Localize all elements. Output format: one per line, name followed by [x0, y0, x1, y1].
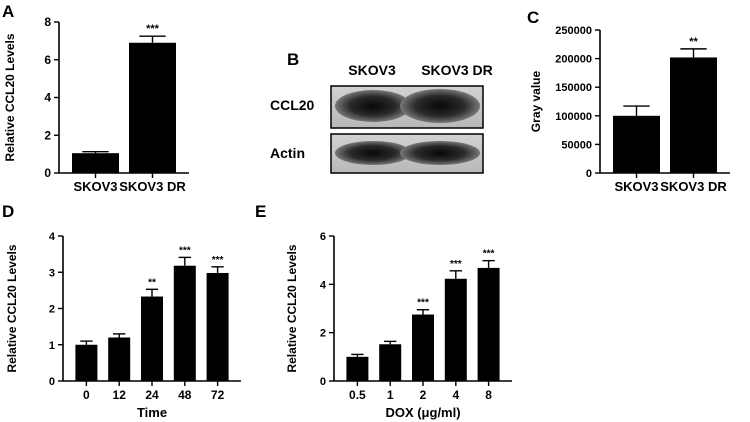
panel-label-a: A — [2, 2, 14, 21]
chart-c-category-label: SKOV3 DR — [660, 179, 727, 194]
blot-column-skov3-dr: SKOV3 DR — [421, 62, 493, 78]
chart-e-category-label: 8 — [485, 388, 492, 402]
chart-d-ytick-label: 1 — [49, 340, 55, 352]
chart-d-bar — [108, 337, 131, 381]
chart-e-category-label: 4 — [452, 388, 459, 402]
blot-actin-band-skov3 — [335, 141, 411, 165]
chart-d-category-label: 0 — [83, 388, 90, 402]
panel-label-c: C — [527, 8, 539, 27]
chart-c-category-label: SKOV3 — [614, 179, 658, 194]
blot-ccl20-band-skov3 — [335, 90, 411, 122]
chart-a-bar — [129, 42, 176, 174]
chart-d-category-label: 48 — [178, 388, 192, 402]
chart-d-xlabel: Time — [137, 405, 167, 420]
chart-e-significance: *** — [483, 249, 495, 260]
chart-e-ytick-label: 4 — [320, 279, 327, 291]
chart-e-ytick-label: 6 — [320, 231, 326, 243]
chart-d-bar — [173, 265, 196, 381]
chart-d-ytick-label: 2 — [49, 304, 55, 316]
chart-c-ytick-label: 0 — [586, 168, 592, 180]
chart-a-ytick-label: 2 — [44, 128, 51, 142]
panel-label-b: B — [287, 50, 299, 69]
chart-d-significance: ** — [148, 277, 156, 288]
chart-d-significance: *** — [212, 255, 224, 266]
chart-c: 0 50000 100000 150000 200000 250000 Gray value… — [529, 25, 730, 194]
chart-d-bar — [206, 272, 229, 381]
chart-e-bar — [477, 267, 500, 381]
chart-c-ytick-label: 200000 — [555, 54, 592, 66]
chart-e-significance: *** — [417, 298, 429, 309]
chart-a-category-label: SKOV3 — [73, 179, 117, 194]
chart-a-ytick-label: 8 — [44, 15, 51, 29]
chart-e-xlabel: DOX (μg/ml) — [385, 405, 460, 420]
chart-e-bar — [346, 356, 369, 381]
panel-label-e: E — [255, 202, 266, 221]
chart-e-bar — [412, 314, 434, 381]
chart-e-ytick-label: 0 — [320, 376, 326, 388]
chart-e-bar — [379, 344, 402, 381]
chart-e-category-label: 2 — [420, 388, 427, 402]
western-blot: SKOV3 SKOV3 DR CCL20 Actin — [270, 62, 493, 174]
chart-e-category-label: 0.5 — [349, 388, 366, 402]
chart-d-ytick-label: 3 — [49, 267, 55, 279]
blot-column-skov3: SKOV3 — [348, 62, 396, 78]
chart-a-ytick-label: 6 — [44, 53, 51, 67]
chart-d-ylabel: Relative CCL20 Levels — [5, 244, 19, 372]
chart-c-bar — [613, 115, 660, 173]
chart-d-bar — [141, 296, 163, 381]
chart-c-bar — [670, 57, 717, 173]
chart-d-significance: *** — [179, 245, 191, 256]
chart-a-significance: *** — [146, 23, 160, 35]
chart-d-bar — [75, 344, 98, 381]
chart-a-ylabel: Relative CCL20 Levels — [3, 33, 17, 161]
chart-c-ytick-label: 150000 — [555, 82, 592, 94]
chart-a-ytick-label: 0 — [44, 166, 51, 180]
chart-e-ylabel: Relative CCL20 Levels — [285, 244, 299, 372]
chart-d-category-label: 24 — [145, 388, 159, 402]
chart-c-ytick-label: 100000 — [555, 111, 592, 123]
chart-e: 0 2 4 6 Relative CCL20 Levels 0.5 1 *** 2 *** 4 ***… — [285, 231, 512, 420]
chart-c-significance: ** — [689, 36, 698, 48]
blot-ccl20-band-skov3-dr — [400, 89, 480, 123]
chart-c-ytick-label: 50000 — [561, 139, 592, 151]
chart-c-ytick-label: 250000 — [555, 25, 592, 37]
chart-d-category-label: 12 — [113, 388, 127, 402]
chart-e-bar — [444, 278, 467, 381]
chart-e-category-label: 1 — [387, 388, 394, 402]
chart-a-bar — [72, 153, 119, 173]
chart-d-ytick-label: 4 — [49, 231, 56, 243]
blot-row-ccl20: CCL20 — [270, 97, 315, 113]
chart-d-category-label: 72 — [211, 388, 225, 402]
blot-row-actin: Actin — [270, 145, 305, 161]
chart-a-ytick-label: 4 — [44, 91, 51, 105]
chart-c-ylabel: Gray value — [529, 70, 543, 132]
chart-a-category-label: SKOV3 DR — [119, 179, 186, 194]
chart-a: 0 2 4 6 8 Relative CCL20 Levels SKOV3 *** SKOV3 … — [3, 15, 189, 194]
chart-d-ytick-label: 0 — [49, 376, 55, 388]
blot-actin-band-skov3-dr — [400, 141, 480, 165]
chart-e-ytick-label: 2 — [320, 328, 326, 340]
chart-e-significance: *** — [450, 259, 462, 270]
panel-label-d: D — [2, 202, 14, 221]
